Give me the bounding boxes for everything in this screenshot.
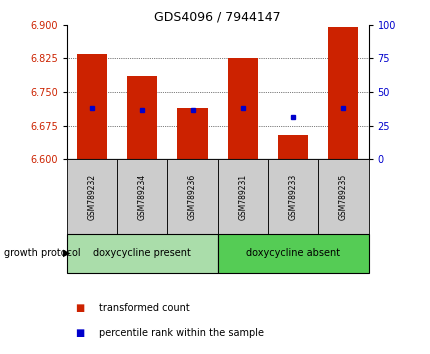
Title: GDS4096 / 7944147: GDS4096 / 7944147 xyxy=(154,11,280,24)
Text: transformed count: transformed count xyxy=(99,303,190,313)
Bar xyxy=(177,108,207,159)
Bar xyxy=(77,54,107,159)
Bar xyxy=(277,135,307,159)
Text: growth protocol: growth protocol xyxy=(4,248,81,258)
Bar xyxy=(328,27,358,159)
Bar xyxy=(227,58,257,159)
Bar xyxy=(317,159,368,234)
Bar xyxy=(67,159,117,234)
Text: GSM789231: GSM789231 xyxy=(238,173,247,219)
Bar xyxy=(267,159,317,234)
Text: ■: ■ xyxy=(75,303,84,313)
Text: percentile rank within the sample: percentile rank within the sample xyxy=(99,328,264,338)
Bar xyxy=(167,159,217,234)
Text: doxycycline present: doxycycline present xyxy=(93,248,191,258)
Text: ■: ■ xyxy=(75,328,84,338)
Bar xyxy=(67,234,217,273)
Text: GSM789236: GSM789236 xyxy=(187,173,197,219)
Bar xyxy=(117,159,167,234)
Text: GSM789234: GSM789234 xyxy=(138,173,146,219)
Bar xyxy=(217,234,368,273)
Text: ▶: ▶ xyxy=(63,248,71,258)
Bar xyxy=(127,76,157,159)
Text: GSM789233: GSM789233 xyxy=(288,173,297,219)
Text: GSM789232: GSM789232 xyxy=(87,173,96,219)
Text: GSM789235: GSM789235 xyxy=(338,173,347,219)
Text: doxycycline absent: doxycycline absent xyxy=(246,248,339,258)
Bar xyxy=(217,159,267,234)
